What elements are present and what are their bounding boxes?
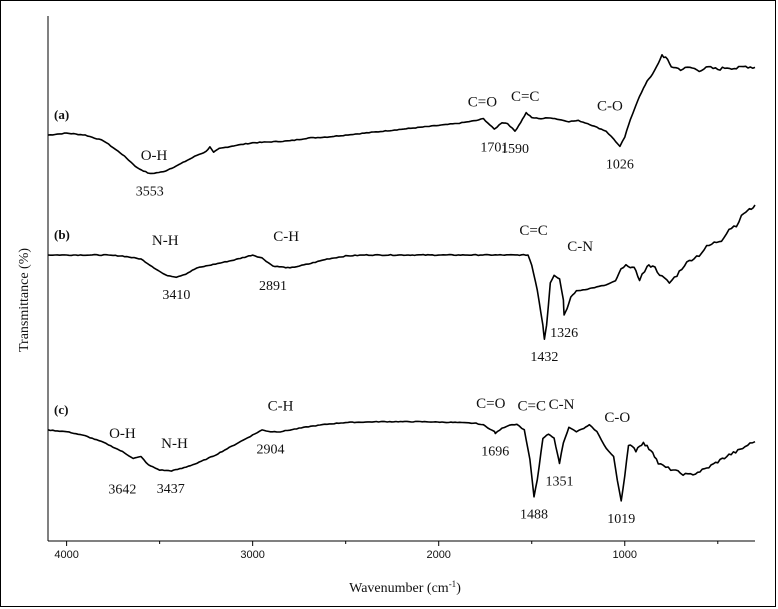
peak-label: 1026 <box>606 158 634 173</box>
group-label: C=C <box>519 223 547 239</box>
x-tick-label: 3000 <box>240 549 264 561</box>
group-label: O-H <box>109 426 136 442</box>
peak-label: 1019 <box>607 512 635 527</box>
group-label: N-H <box>152 233 179 249</box>
x-tick-label: 2000 <box>426 549 450 561</box>
group-label: C=O <box>476 396 505 412</box>
x-tick-label: 4000 <box>54 549 78 561</box>
series-line-2 <box>47 420 756 502</box>
x-axis-title: Wavenumber (cm-1) <box>349 579 461 596</box>
group-label: C=O <box>468 95 497 111</box>
panel-label: (a) <box>54 107 69 122</box>
peak-label: 3410 <box>162 288 190 303</box>
peak-label: 1488 <box>520 508 548 523</box>
series-line-0 <box>47 54 756 175</box>
group-label: N-H <box>161 436 188 452</box>
peak-label: 1432 <box>530 350 558 365</box>
peak-label: 1351 <box>545 474 573 489</box>
peak-label: 1590 <box>501 142 529 157</box>
group-label: C=C <box>517 399 545 415</box>
x-tick-label: 1000 <box>613 549 637 561</box>
peak-label: 2891 <box>259 279 287 294</box>
group-label: C-N <box>567 239 593 255</box>
peak-label: 1696 <box>481 444 509 459</box>
group-label: C-O <box>604 410 630 426</box>
y-axis-title: Transmittance (%) <box>17 248 32 352</box>
group-label: C-H <box>268 399 294 415</box>
group-label: C-N <box>549 397 575 413</box>
plot-area: (a) O-H 3553 C=O 1701 C=C 1590 C-O 1026 (b) N-H 341… <box>47 54 756 527</box>
peak-label: 3553 <box>136 185 164 200</box>
peak-label: 1701 <box>480 140 508 155</box>
axes: 4000 3000 2000 1000 <box>47 16 755 561</box>
peak-label: 1326 <box>550 326 578 341</box>
group-label: C-O <box>597 99 623 115</box>
group-label: C-H <box>273 229 299 245</box>
peak-label: 2904 <box>257 443 285 458</box>
panel-label: (c) <box>54 402 68 417</box>
panel-label: (b) <box>54 227 70 242</box>
peak-label: 3437 <box>157 482 185 497</box>
group-label: O-H <box>141 148 168 164</box>
series-line-1 <box>47 204 756 340</box>
peak-label: 3642 <box>108 483 136 498</box>
group-label: C=C <box>511 89 539 105</box>
